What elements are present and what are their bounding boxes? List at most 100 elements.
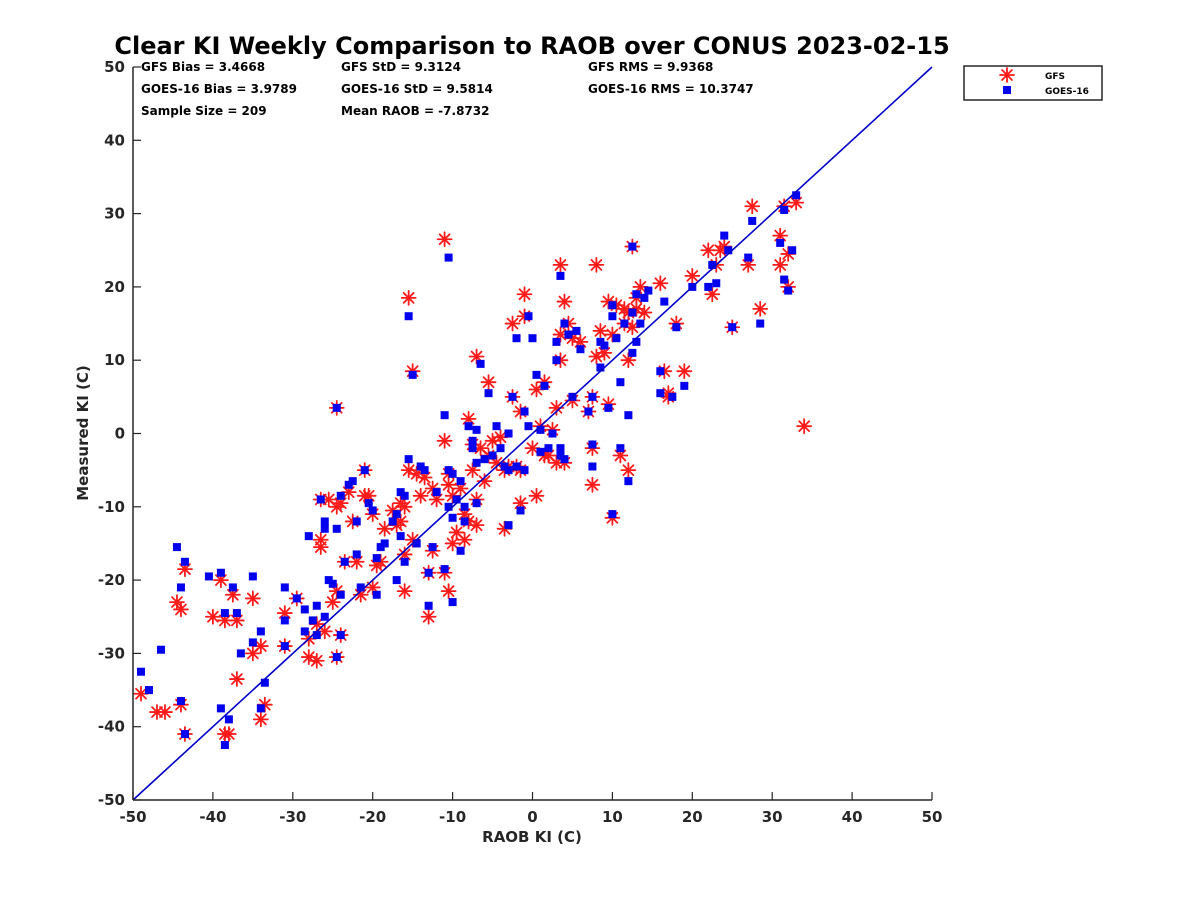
goes16-point [380,539,389,548]
gfs-point [772,257,789,273]
goes16-point [604,403,613,412]
goes16-point [204,572,213,581]
goes16-point [748,216,757,225]
goes16-point [336,590,345,599]
y-tick-label: -10 [98,498,125,516]
y-tick-label: -20 [98,571,125,589]
goes16-point [628,242,637,251]
gfs-point [596,344,613,361]
gfs-point [676,363,693,380]
goes16-point [624,477,633,486]
legend-goes16-label: GOES-16 [1045,87,1089,97]
goes16-point [340,557,349,566]
goes16-point [516,506,525,515]
goes16-point [280,642,289,651]
gfs-point [440,476,457,493]
goes16-point [440,565,449,574]
goes16-point [332,403,341,412]
goes16-point [372,554,381,563]
gfs-point [436,432,453,449]
goes16-point [556,271,565,280]
goes16-point [300,627,309,636]
y-tick-label: 40 [104,131,125,149]
x-tick-label: -50 [119,808,146,826]
goes16-point [524,312,533,321]
x-tick-label: 0 [527,808,537,826]
goes16-point [608,510,617,519]
goes16-point [472,499,481,508]
goes16-point [480,455,489,464]
gfs-point [244,590,261,607]
goes16-point [560,319,569,328]
gfs-point [468,517,485,534]
y-tick-label: -40 [98,718,125,736]
goes16-point [360,466,369,475]
x-tick-label: -20 [359,808,386,826]
y-axis-ticks: 50 40 30 20 10 0 -10 -20 -30 -40 -50 [98,58,141,809]
gfs-point [480,374,497,391]
goes16-point [464,422,473,431]
goes16-point [536,447,545,456]
goes16-point [548,429,557,438]
goes16-point [448,513,457,522]
x-tick-label: -40 [199,808,226,826]
gfs-point [169,594,185,610]
goes16-point [320,524,329,533]
goes16-point [744,253,753,262]
goes16-point [608,301,617,310]
goes16-point [216,704,225,713]
x-tick-label: 30 [762,808,783,826]
goes16-point [292,594,301,603]
goes16-series [136,191,801,750]
goes16-point [544,444,553,453]
goes16-point [616,444,625,453]
goes16-point [680,381,689,390]
goes16-point [484,389,493,398]
gfs-point [440,583,457,599]
goes16-point [180,557,189,566]
goes16-point [460,517,469,526]
gfs-point [584,476,601,493]
goes16-point [620,319,629,328]
y-tick-label: 50 [104,58,125,76]
stats-annotations: GFS Bias = 3.4668 GFS StD = 9.3124 GFS R… [141,60,754,118]
goes16-point [352,517,361,526]
gfs-point [428,491,445,508]
goes16-point [392,510,401,519]
goes16-point [528,334,537,343]
goes16-point [720,231,729,240]
goes16-point [608,312,617,321]
legend-gfs-label: GFS [1045,72,1065,82]
goes16-point [520,407,529,416]
goes16-point [392,576,401,585]
goes16-point [704,282,713,291]
goes16-point [312,631,321,640]
goes16-point [524,422,533,431]
legend-gfs-asterisk [999,67,1015,83]
legend-gfs-marker [999,67,1015,83]
goes16-point [588,392,597,401]
goes16-point [520,466,529,475]
x-tick-label: 10 [602,808,623,826]
goes16-point [364,499,373,508]
goes16-point [396,532,405,541]
goes16-point [552,356,561,365]
goes16-point [312,601,321,610]
goes16-point [504,466,513,475]
goes16-point [628,308,637,317]
y-tick-label: 0 [115,425,125,443]
goes16-point [552,337,561,346]
goes16-point [624,411,633,420]
goes16-point [536,425,545,434]
goes16-point [424,601,433,610]
goes16-point [400,491,409,500]
gfs-point [252,711,269,728]
gfs-point [444,535,461,552]
goes16-point [180,730,189,739]
legend-box [963,65,1103,101]
goes16-point [372,590,381,599]
goes16-point [304,532,313,541]
goes16-point [320,612,329,621]
goes16-point [136,667,145,676]
